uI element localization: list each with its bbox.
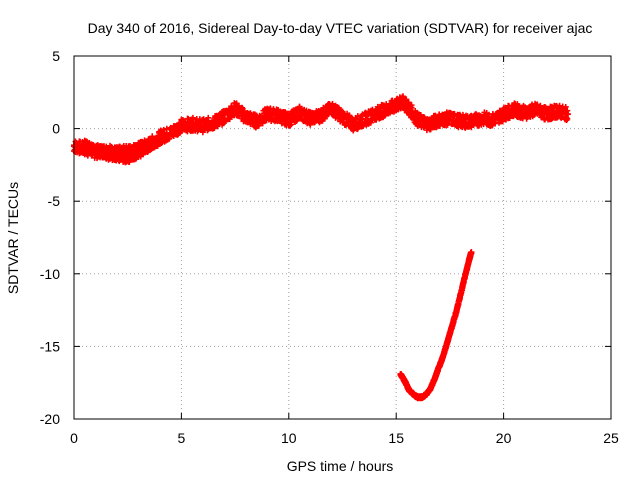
- x-tick-label: 10: [281, 430, 297, 446]
- y-tick-label: -15: [40, 338, 60, 354]
- x-tick-label: 15: [388, 430, 404, 446]
- y-tick-label: -20: [40, 411, 60, 427]
- y-tick-label: 5: [52, 48, 60, 64]
- data-point: [205, 114, 212, 121]
- chart-title: Day 340 of 2016, Sidereal Day-to-day VTE…: [88, 20, 593, 36]
- data-series: [71, 93, 572, 402]
- series-group: [397, 249, 475, 402]
- plot-frame: [73, 55, 612, 420]
- data-point: [468, 249, 475, 256]
- tick-labels: 0 5 10 15 20 25 5 0 -5 -10 -15 -20: [40, 48, 619, 446]
- y-tick-label: -10: [40, 266, 60, 282]
- axis-ticks: [73, 55, 612, 420]
- x-axis-label: GPS time / hours: [287, 458, 394, 474]
- data-point: [156, 138, 163, 145]
- x-tick-label: 25: [603, 430, 619, 446]
- x-tick-label: 5: [178, 430, 186, 446]
- x-tick-label: 0: [70, 430, 78, 446]
- y-tick-label: -5: [48, 193, 61, 209]
- data-point: [565, 111, 572, 118]
- y-tick-label: 0: [52, 121, 60, 137]
- y-axis-label: SDTVAR / TECUs: [5, 182, 21, 294]
- series-group: [81, 137, 163, 166]
- data-point: [189, 114, 196, 121]
- x-tick-label: 20: [496, 430, 512, 446]
- data-point: [373, 116, 380, 123]
- data-point: [562, 103, 569, 110]
